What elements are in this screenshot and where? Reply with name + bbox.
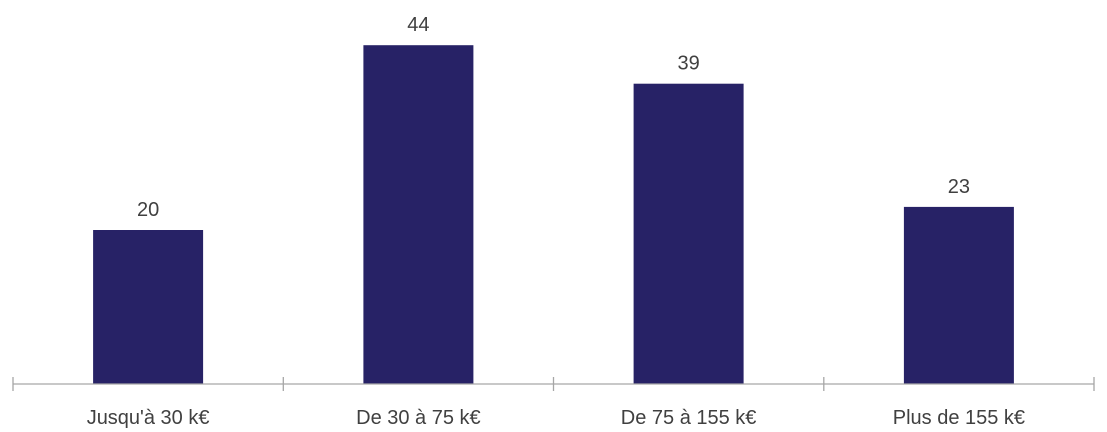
bars-group xyxy=(93,45,1014,384)
value-labels-group: 20 44 39 23 xyxy=(137,14,970,221)
bar-4 xyxy=(903,206,1014,384)
x-axis-tick-labels: Jusqu'à 30 k€ De 30 à 75 k€ De 75 à 155 k€… xyxy=(87,407,1025,429)
x-axis xyxy=(12,377,1095,391)
data-label-4: 23 xyxy=(948,176,970,198)
x-tick-label-1: Jusqu'à 30 k€ xyxy=(87,407,210,429)
bar-1 xyxy=(93,230,204,384)
x-tick-label-4: Plus de 155 k€ xyxy=(893,407,1025,429)
x-tick-label-2: De 30 à 75 k€ xyxy=(356,407,481,429)
bar-2 xyxy=(363,45,474,384)
bar-3 xyxy=(633,83,744,384)
data-label-1: 20 xyxy=(137,199,159,221)
data-label-3: 39 xyxy=(677,53,699,75)
x-tick-label-3: De 75 à 155 k€ xyxy=(621,407,757,429)
data-label-2: 44 xyxy=(407,14,429,36)
